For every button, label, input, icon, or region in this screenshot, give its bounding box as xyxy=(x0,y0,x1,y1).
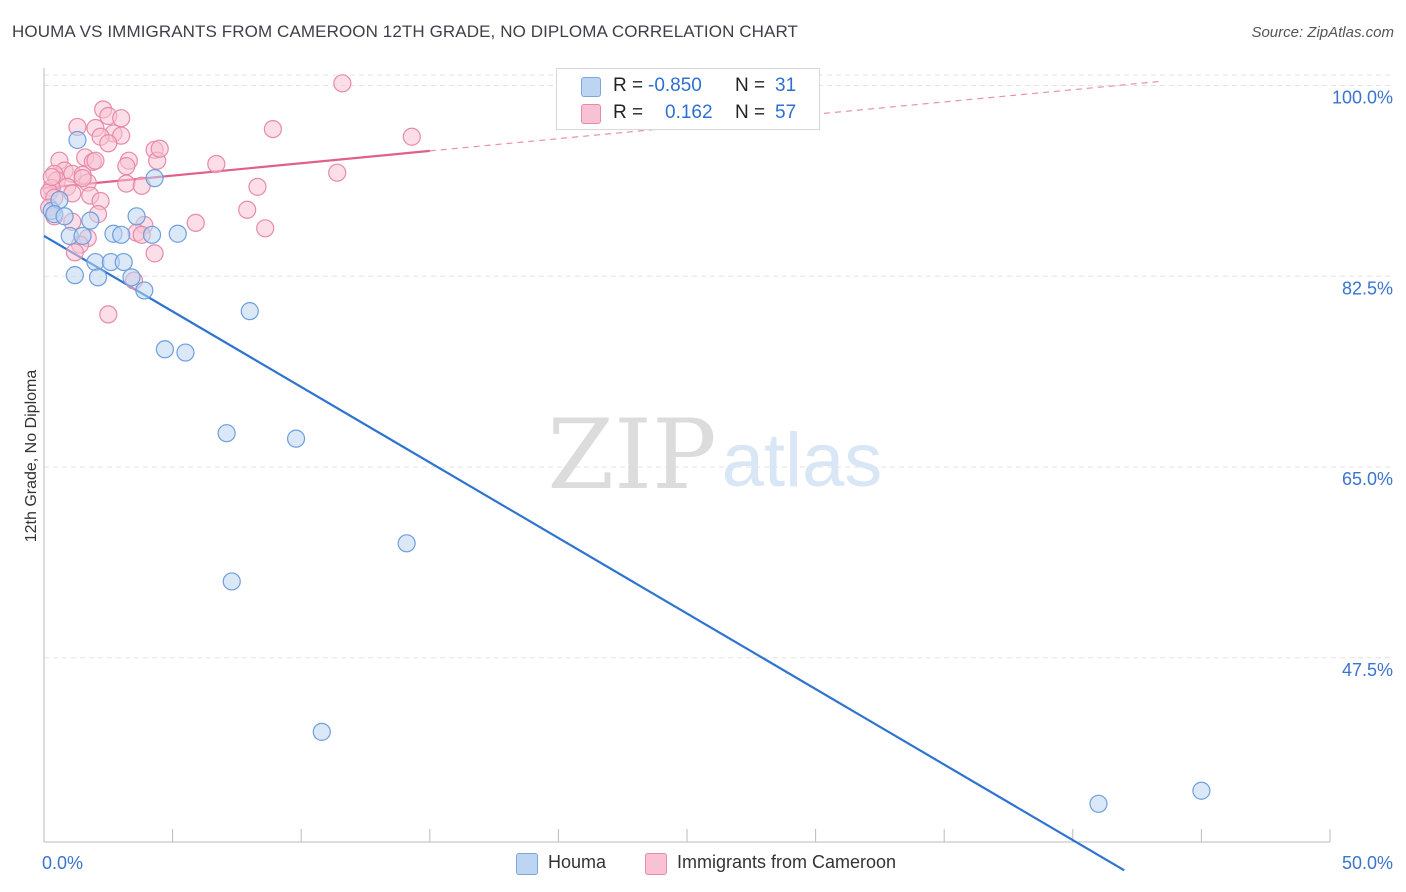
houma-point-26 xyxy=(222,572,241,591)
watermark-atlas: atlas xyxy=(722,418,883,503)
houma-point-4 xyxy=(55,207,74,226)
cameroon-point-9 xyxy=(99,134,118,153)
cameroon-point-19 xyxy=(117,157,136,176)
data-points xyxy=(40,74,1211,813)
cameroon-point-48 xyxy=(65,243,84,262)
cameroon-point-11 xyxy=(402,127,421,146)
legend-r-value-houma: -0.850 xyxy=(648,75,702,96)
legend-swatch-houma xyxy=(581,77,601,97)
houma-point-16 xyxy=(88,268,108,287)
houma-point-13 xyxy=(145,169,164,188)
houma-point-11 xyxy=(142,225,162,244)
y-tick-label-0: 47.5% xyxy=(1342,660,1393,680)
cameroon-point-32 xyxy=(248,177,267,196)
houma-point-19 xyxy=(122,268,141,287)
cameroon-point-31 xyxy=(328,163,347,182)
cameroon-point-56 xyxy=(150,139,169,158)
houma-point-0 xyxy=(68,130,87,150)
tick-labels: 47.5% 65.0% 82.5% 100.0% 0.0% 50.0% xyxy=(42,88,1393,874)
houma-point-12 xyxy=(168,224,187,243)
cameroon-point-54 xyxy=(42,167,61,187)
houma-point-30 xyxy=(1192,781,1211,800)
y-tick-label-3: 100.0% xyxy=(1332,88,1393,108)
x-tick-label-min: 0.0% xyxy=(42,853,83,873)
source-label: Source: ZipAtlas.com xyxy=(1251,24,1394,41)
houma-point-18 xyxy=(114,252,133,272)
houma-point-15 xyxy=(86,252,105,272)
legend-n-value-cameroon: 57 xyxy=(775,102,797,123)
grid-lines xyxy=(44,74,1394,659)
houma-point-5 xyxy=(81,211,100,230)
houma-point-28 xyxy=(312,722,331,741)
legend-swatch-cameroon xyxy=(581,104,601,124)
y-tick-label-1: 65.0% xyxy=(1342,469,1393,489)
legend-n-label: N = xyxy=(735,75,766,96)
legend-n-label: N = xyxy=(735,102,766,123)
houma-point-10 xyxy=(127,207,146,226)
houma-point-7 xyxy=(73,226,92,246)
houma-point-27 xyxy=(397,534,416,553)
legend-n-value-houma: 31 xyxy=(775,75,797,96)
cameroon-point-0 xyxy=(333,74,352,93)
bottom-legend-swatch-houma xyxy=(516,853,538,875)
cameroon-point-39 xyxy=(238,200,257,219)
cameroon-point-10 xyxy=(263,120,283,139)
bottom-legend-label-houma: Houma xyxy=(548,852,607,872)
cameroon-point-49 xyxy=(145,244,164,263)
cameroon-point-3 xyxy=(112,109,131,128)
houma-point-24 xyxy=(217,424,236,443)
legend-r-label: R = xyxy=(613,75,644,96)
x-tick-label-max: 50.0% xyxy=(1342,853,1393,873)
houma-point-22 xyxy=(155,340,174,359)
cameroon-point-15 xyxy=(86,151,105,170)
y-axis-label: 12th Grade, No Diploma xyxy=(23,369,40,543)
houma-point-9 xyxy=(112,225,131,244)
cameroon-trend-line xyxy=(43,149,430,190)
houma-point-21 xyxy=(240,302,259,321)
legend-r-label: R = xyxy=(613,102,644,123)
houma-point-25 xyxy=(286,429,306,448)
houma-point-23 xyxy=(176,343,195,362)
legend-r-value-cameroon: 0.162 xyxy=(665,102,713,123)
cameroon-point-55 xyxy=(73,169,92,188)
bottom-legend-swatch-cameroon xyxy=(645,853,667,875)
watermark-zip: ZIP xyxy=(547,399,716,511)
houma-point-20 xyxy=(135,281,154,300)
houma-point-14 xyxy=(65,266,84,285)
cameroon-point-20 xyxy=(207,154,226,174)
houma-trend-line xyxy=(43,234,1125,872)
y-tick-label-2: 82.5% xyxy=(1342,278,1393,298)
bottom-legend-label-cameroon: Immigrants from Cameroon xyxy=(677,852,897,872)
cameroon-point-45 xyxy=(256,219,275,238)
houma-point-29 xyxy=(1089,794,1108,813)
cameroon-point-53 xyxy=(99,305,118,324)
chart-title: HOUMA VS IMMIGRANTS FROM CAMEROON 12TH G… xyxy=(12,22,799,41)
watermark: ZIP atlas xyxy=(547,399,882,511)
stats-legend: R = -0.850 N = 31 R = 0.162 N = 57 xyxy=(556,68,820,130)
cameroon-point-44 xyxy=(186,213,205,232)
cameroon-point-29 xyxy=(117,174,136,193)
